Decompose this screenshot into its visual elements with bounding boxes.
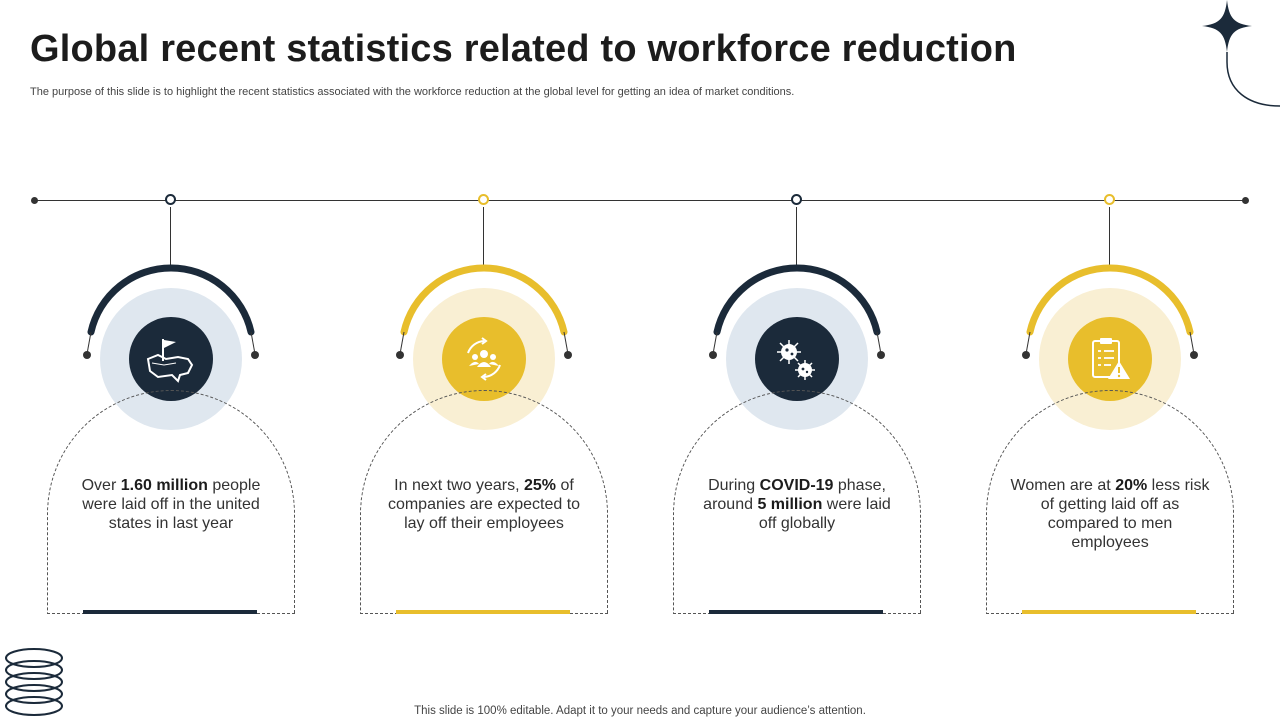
timeline-node-3: [791, 194, 802, 205]
timeline-node-2: [478, 194, 489, 205]
card-bar-4: [1022, 610, 1196, 614]
timeline-node-1: [165, 194, 176, 205]
stat-card-2: In next two years, 25% of companies are …: [360, 390, 608, 614]
arc-2: [396, 264, 572, 359]
stat-card-3: During COVID-19 phase, around 5 million …: [673, 390, 921, 614]
timeline-node-4: [1104, 194, 1115, 205]
card-bar-2: [396, 610, 570, 614]
timeline-stem-3: [796, 207, 797, 270]
arc-4: [1022, 264, 1198, 359]
card-bar-3: [709, 610, 883, 614]
usa-map-flag-icon: [146, 339, 194, 383]
stat-text-2: In next two years, 25% of companies are …: [387, 477, 581, 532]
virus-icon: [777, 340, 815, 380]
timeline-stem-2: [483, 207, 484, 270]
timeline-stem-1: [170, 207, 171, 270]
star-decoration-icon: [1202, 0, 1280, 107]
timeline-start-dot: [31, 197, 38, 204]
timeline-stem-4: [1109, 207, 1110, 270]
card-bar-1: [83, 610, 257, 614]
arc-3: [709, 264, 885, 359]
icon-core-3: [755, 317, 839, 401]
clipboard-warning-icon: [1092, 338, 1130, 379]
stat-text-3: During COVID-19 phase, around 5 million …: [703, 477, 891, 532]
icon-core-1: [129, 317, 213, 401]
icon-core-2: [442, 317, 526, 401]
coil-decoration-icon: [5, 648, 63, 716]
stat-text-4: Women are at 20% less risk of getting la…: [1010, 477, 1210, 551]
stat-text-1: Over 1.60 million people were laid off i…: [81, 477, 261, 532]
stat-card-4: Women are at 20% less risk of getting la…: [986, 390, 1234, 614]
arc-1: [83, 264, 259, 359]
slide-footer: This slide is 100% editable. Adapt it to…: [414, 705, 866, 717]
icon-core-4: [1068, 317, 1152, 401]
timeline-end-dot: [1242, 197, 1249, 204]
timeline-line: [35, 200, 1246, 201]
slide-title: Global recent statistics related to work…: [30, 28, 1017, 70]
team-rotation-icon: [467, 337, 501, 381]
slide-subtitle: The purpose of this slide is to highligh…: [30, 86, 795, 98]
stat-card-1: Over 1.60 million people were laid off i…: [47, 390, 295, 614]
